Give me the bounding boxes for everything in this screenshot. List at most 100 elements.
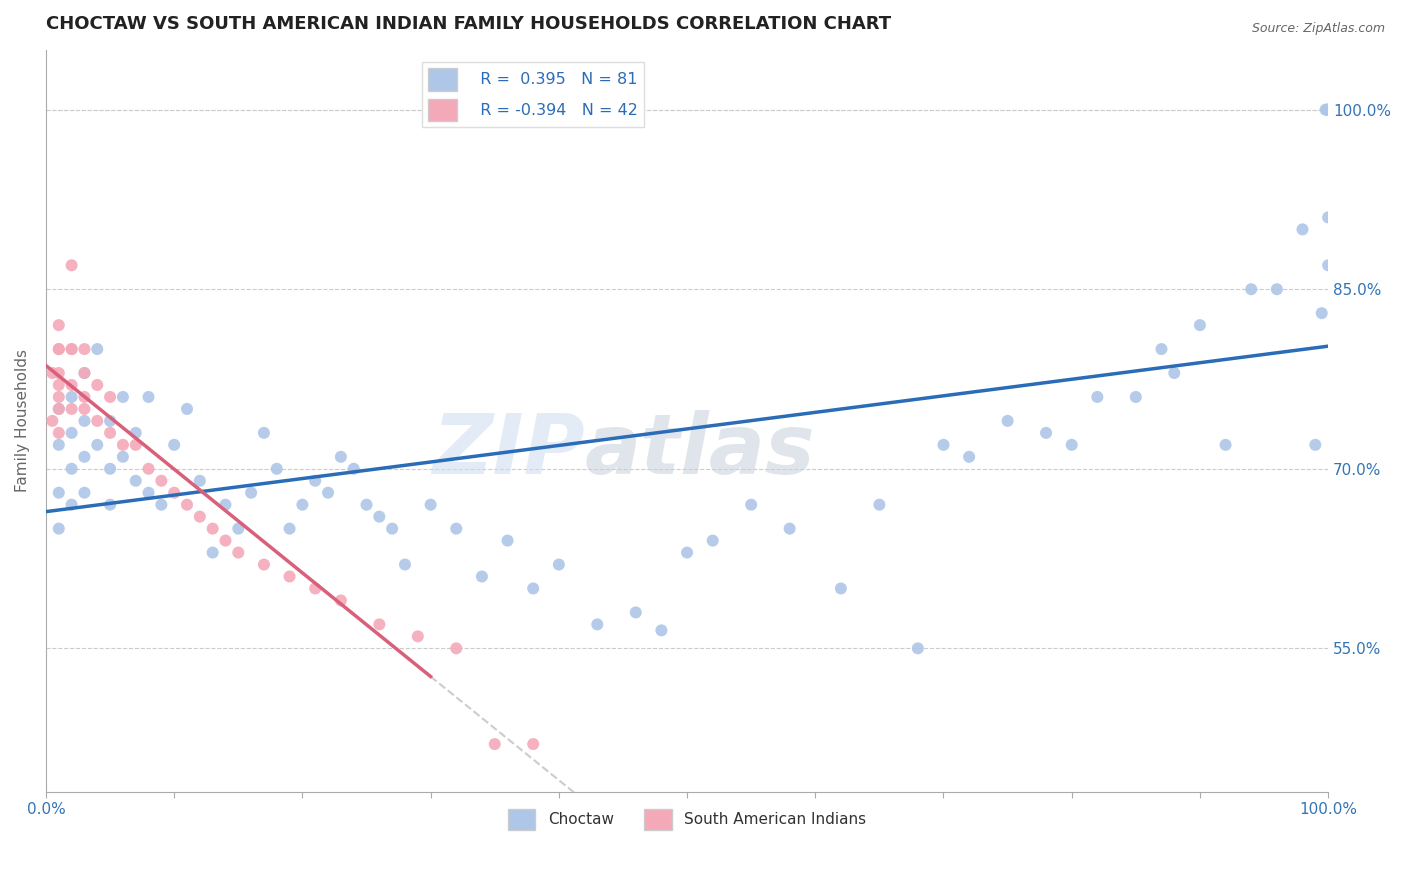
Point [60, 258, 83, 272]
Point [676, 545, 699, 559]
Point [48, 485, 70, 500]
Point [60, 378, 83, 392]
Point [73, 390, 96, 404]
Text: CHOCTAW VS SOUTH AMERICAN INDIAN FAMILY HOUSEHOLDS CORRELATION CHART: CHOCTAW VS SOUTH AMERICAN INDIAN FAMILY … [46, 15, 891, 33]
Point [60, 462, 83, 476]
Point [907, 641, 929, 656]
Point [496, 533, 519, 548]
Point [73, 401, 96, 416]
Point [98, 390, 121, 404]
Point [304, 582, 326, 596]
Point [1215, 438, 1237, 452]
Point [278, 522, 301, 536]
Point [163, 485, 186, 500]
Point [86, 342, 108, 356]
Point [381, 522, 404, 536]
Point [1265, 282, 1288, 296]
Point [48, 318, 70, 333]
Point [48, 401, 70, 416]
Point [329, 593, 352, 607]
Point [73, 450, 96, 464]
Point [266, 462, 288, 476]
Point [48, 522, 70, 536]
Point [188, 509, 211, 524]
Point [188, 474, 211, 488]
Point [48, 378, 70, 392]
Point [394, 558, 416, 572]
Point [522, 737, 544, 751]
Point [253, 425, 276, 440]
Point [86, 414, 108, 428]
Point [1085, 390, 1108, 404]
Point [48, 390, 70, 404]
Point [779, 522, 801, 536]
Point [304, 474, 326, 488]
Point [48, 366, 70, 380]
Point [138, 390, 160, 404]
Point [406, 629, 429, 643]
Point [98, 462, 121, 476]
Point [343, 462, 366, 476]
Point [48, 342, 70, 356]
Point [997, 414, 1019, 428]
Text: ZIP: ZIP [432, 410, 585, 491]
Point [1317, 211, 1340, 225]
Point [522, 582, 544, 596]
Point [214, 533, 236, 548]
Point [176, 401, 198, 416]
Point [446, 522, 468, 536]
Point [214, 498, 236, 512]
Point [1240, 282, 1263, 296]
Point [150, 474, 173, 488]
Point [138, 485, 160, 500]
Point [201, 545, 224, 559]
Point [1316, 103, 1339, 117]
Point [48, 438, 70, 452]
Point [278, 569, 301, 583]
Point [86, 438, 108, 452]
Point [368, 509, 391, 524]
Point [73, 366, 96, 380]
Point [48, 342, 70, 356]
Point [316, 485, 339, 500]
Point [60, 498, 83, 512]
Point [176, 498, 198, 512]
Point [868, 498, 890, 512]
Text: Source: ZipAtlas.com: Source: ZipAtlas.com [1251, 22, 1385, 36]
Point [163, 438, 186, 452]
Point [73, 366, 96, 380]
Point [1317, 103, 1340, 117]
Point [1035, 425, 1057, 440]
Point [111, 450, 134, 464]
Point [740, 498, 762, 512]
Point [624, 606, 647, 620]
Point [1305, 438, 1327, 452]
Point [60, 390, 83, 404]
Point [586, 617, 609, 632]
Point [446, 641, 468, 656]
Point [1163, 366, 1185, 380]
Point [86, 378, 108, 392]
Point [138, 462, 160, 476]
Point [419, 498, 441, 512]
Point [957, 450, 980, 464]
Point [547, 558, 569, 572]
Point [932, 438, 955, 452]
Point [1317, 258, 1340, 272]
Point [111, 438, 134, 452]
Point [60, 401, 83, 416]
Point [41, 414, 63, 428]
Point [291, 498, 314, 512]
Point [1315, 103, 1337, 117]
Point [1188, 318, 1211, 333]
Text: atlas: atlas [585, 410, 815, 491]
Point [98, 498, 121, 512]
Point [150, 498, 173, 512]
Point [98, 414, 121, 428]
Point [125, 425, 148, 440]
Point [702, 533, 724, 548]
Point [484, 737, 506, 751]
Point [60, 342, 83, 356]
Point [125, 474, 148, 488]
Point [125, 438, 148, 452]
